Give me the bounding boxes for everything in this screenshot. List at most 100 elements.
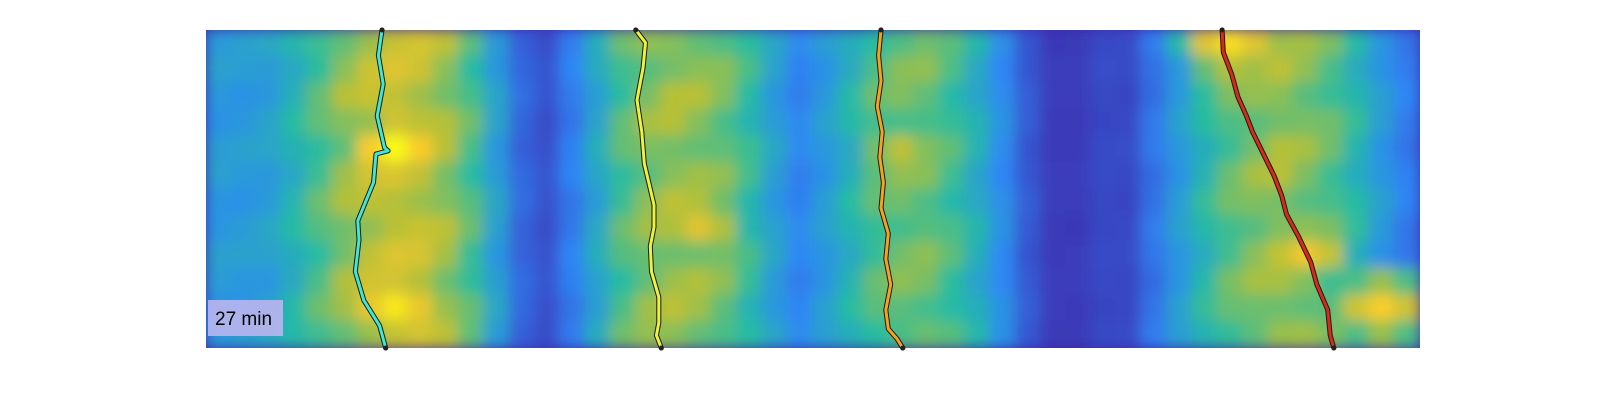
- heatmap-cell: [1115, 294, 1143, 323]
- heatmap-cell: [1267, 241, 1295, 270]
- heatmap-cell: [989, 30, 1017, 58]
- heatmap-cell: [887, 161, 916, 190]
- heatmap-cell: [710, 108, 739, 137]
- heatmap-cell: [1368, 55, 1396, 84]
- heatmap-cell: [837, 30, 865, 58]
- heatmap-cell: [230, 55, 258, 84]
- heatmap-cell: [609, 320, 637, 348]
- heatmap-cell: [559, 267, 587, 296]
- heatmap-cell: [736, 161, 764, 190]
- heatmap-cell: [685, 55, 713, 84]
- heatmap-cell: [913, 82, 941, 111]
- heatmap-cell: [280, 30, 309, 58]
- heatmap-cell: [255, 135, 283, 164]
- heatmap-cell: [736, 188, 764, 217]
- heatmap-cell: [660, 135, 688, 164]
- heatmap-cell: [1317, 55, 1346, 84]
- heatmap-cell: [483, 241, 511, 270]
- heatmap-cell: [786, 188, 814, 217]
- heatmap-cell: [786, 30, 814, 58]
- heatmap-cell: [1090, 214, 1118, 243]
- heatmap-cell: [1267, 30, 1295, 58]
- track-1: [353, 28, 390, 350]
- heatmap-cell: [508, 188, 536, 217]
- heatmap-cell: [1241, 82, 1270, 111]
- heatmap-cell: [1039, 135, 1067, 164]
- heatmap-cell: [255, 82, 283, 111]
- heatmap-cell: [837, 188, 865, 217]
- heatmap-cell: [206, 135, 233, 164]
- heatmap-cell: [913, 188, 941, 217]
- heatmap-cell: [1115, 161, 1143, 190]
- time-label: 27 min: [215, 309, 272, 330]
- heatmap-cell: [609, 30, 637, 58]
- heatmap-cell: [989, 320, 1017, 348]
- heatmap-cell: [1166, 161, 1194, 190]
- heatmap-cell: [786, 108, 814, 137]
- heatmap-cell: [432, 214, 460, 243]
- heatmap-cell: [609, 108, 637, 137]
- heatmap-cell: [230, 241, 258, 270]
- heatmap-cell: [786, 241, 814, 270]
- heatmap-cell: [1343, 294, 1371, 323]
- heatmap-cell: [584, 82, 612, 111]
- heatmap-cell: [1343, 241, 1371, 270]
- heatmap-cell: [1191, 82, 1219, 111]
- heatmap-cell: [685, 241, 713, 270]
- heatmap-cell: [1039, 188, 1067, 217]
- heatmap-cell: [761, 214, 789, 243]
- heatmap-cell: [559, 108, 587, 137]
- track-3: [875, 28, 905, 350]
- heatmap-cell: [1267, 267, 1295, 296]
- heatmap-cell: [382, 161, 410, 190]
- heatmap-cell: [786, 214, 814, 243]
- heatmap-cell: [457, 55, 486, 84]
- heatmap-cell: [1368, 82, 1396, 111]
- heatmap-cell: [280, 108, 309, 137]
- heatmap-cell: [710, 161, 739, 190]
- heatmap-cell: [280, 320, 309, 348]
- heatmap-cell: [1039, 214, 1067, 243]
- heatmap-cell: [280, 214, 309, 243]
- heatmap-cell: [1039, 294, 1067, 323]
- heatmap-cell: [1292, 135, 1320, 164]
- heatmap-cell: [1393, 135, 1420, 164]
- heatmap-cell: [1115, 267, 1143, 296]
- heatmap-cell: [887, 241, 916, 270]
- heatmap-cell: [432, 55, 460, 84]
- heatmap-cell: [1039, 161, 1067, 190]
- heatmap-cell: [331, 82, 359, 111]
- heatmap-cell: [786, 82, 814, 111]
- heatmap-cell: [533, 55, 562, 84]
- heatmap-cell: [1090, 135, 1118, 164]
- heatmap-cell: [812, 55, 840, 84]
- heatmap-cell: [1166, 294, 1194, 323]
- heatmap-cell: [862, 267, 890, 296]
- heatmap-cell: [1140, 214, 1169, 243]
- heatmap-cell: [1393, 267, 1420, 296]
- heatmap-cell: [230, 135, 258, 164]
- heatmap-cell: [584, 267, 612, 296]
- heatmap-cell: [1191, 214, 1219, 243]
- heatmap-cell: [887, 82, 916, 111]
- heatmap-cell: [1014, 82, 1042, 111]
- heatmap-cell: [508, 135, 536, 164]
- heatmap-cell: [1014, 135, 1042, 164]
- heatmap-cell: [609, 294, 637, 323]
- heatmap-cell: [1191, 267, 1219, 296]
- heatmap-cell: [206, 267, 233, 296]
- heatmap-cell: [356, 241, 385, 270]
- heatmap-cell: [559, 55, 587, 84]
- heatmap-cell: [1191, 320, 1219, 348]
- heatmap-cell: [685, 214, 713, 243]
- heatmap-cell: [306, 188, 334, 217]
- heatmap-cell: [1317, 241, 1346, 270]
- heatmap-cell: [1039, 108, 1067, 137]
- heatmap-cell: [533, 161, 562, 190]
- heatmap-cell: [255, 30, 283, 58]
- heatmap-cell: [457, 267, 486, 296]
- heatmap-cell: [1140, 241, 1169, 270]
- heatmap-cell: [1140, 188, 1169, 217]
- heatmap-cell: [1140, 108, 1169, 137]
- heatmap-cell: [761, 241, 789, 270]
